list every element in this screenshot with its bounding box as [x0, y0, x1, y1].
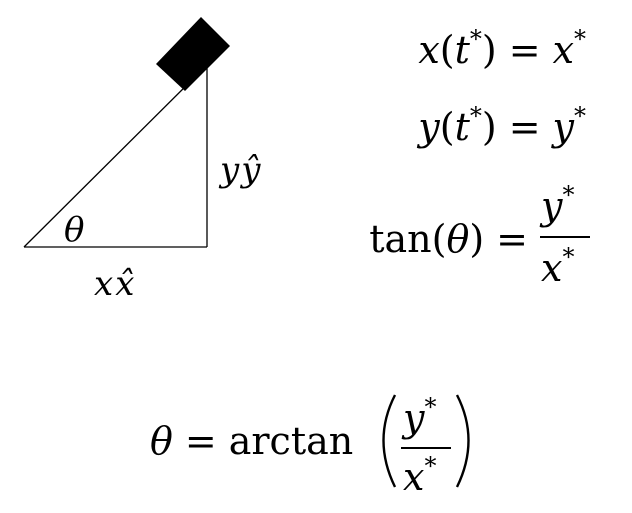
eq1-arg-star: * — [470, 25, 482, 53]
eq3-num-star: * — [562, 181, 574, 209]
right-triangle — [23, 64, 208, 248]
base-label: xx̂ — [94, 264, 134, 304]
eq4-den-star: * — [424, 452, 436, 480]
eq1-rhs-star: * — [574, 25, 586, 53]
eq2-close-paren: ) — [482, 105, 497, 149]
eq4-numerator: y* — [401, 393, 436, 440]
eq3-lhs: tan(θ) = — [369, 217, 528, 261]
eq2-rhs-star: * — [574, 102, 586, 130]
eq1-close-paren: ) — [482, 28, 497, 72]
height-unit-vector: ŷ — [239, 150, 261, 190]
eq4-fn: arctan — [229, 419, 354, 463]
block-on-slope — [156, 17, 230, 91]
equation-y-position: y(t*) = y* — [416, 102, 586, 149]
eq3-num-var: y — [539, 184, 563, 228]
eq3-fn: tan — [369, 217, 431, 261]
angle-theta-label: θ — [64, 210, 84, 250]
eq3-equals: = — [496, 217, 528, 261]
eq4-theta: θ — [150, 419, 173, 463]
height-var: y — [218, 150, 240, 190]
eq1-lhs-arg: t — [455, 28, 471, 72]
eq1-lhs-fn: x — [418, 28, 439, 72]
eq2-arg-star: * — [470, 102, 482, 130]
eq2-lhs-arg: t — [455, 105, 471, 149]
eq1-rhs: x — [553, 28, 574, 72]
eq2-rhs: y — [551, 105, 575, 149]
eq4-equals: = — [185, 419, 217, 463]
eq4-left-paren — [382, 394, 397, 488]
equation-tangent: tan(θ) = y* x* — [369, 181, 590, 290]
eq3-den-star: * — [562, 243, 574, 271]
eq2-open-paren: ( — [440, 105, 455, 149]
eq3-den-var: x — [541, 246, 562, 290]
equation-arctan: θ = arctan y* x* — [150, 393, 470, 499]
eq4-num-var: y — [401, 396, 425, 440]
eq4-right-paren — [455, 394, 470, 488]
eq3-close-paren: ) — [469, 217, 484, 261]
eq2-equals: = — [509, 105, 541, 149]
eq3-numerator: y* — [539, 181, 574, 228]
eq4-denominator: x* — [403, 452, 436, 499]
base-unit-vector: x̂ — [115, 264, 134, 304]
eq4-den-var: x — [403, 455, 424, 499]
eq3-denominator: x* — [541, 243, 574, 290]
eq3-open-paren: ( — [432, 217, 447, 261]
eq1-equals: = — [509, 28, 541, 72]
eq3-arg: θ — [446, 217, 469, 261]
eq2-lhs-fn: y — [416, 105, 440, 149]
eq4-num-star: * — [424, 393, 436, 421]
equation-x-position: x(t*) = x* — [418, 25, 586, 72]
eq4-lhs: θ = arctan — [150, 419, 353, 463]
base-var: x — [94, 264, 113, 304]
triangle-hypotenuse — [23, 64, 208, 248]
height-label: yŷ — [218, 150, 261, 190]
eq1-open-paren: ( — [440, 28, 455, 72]
